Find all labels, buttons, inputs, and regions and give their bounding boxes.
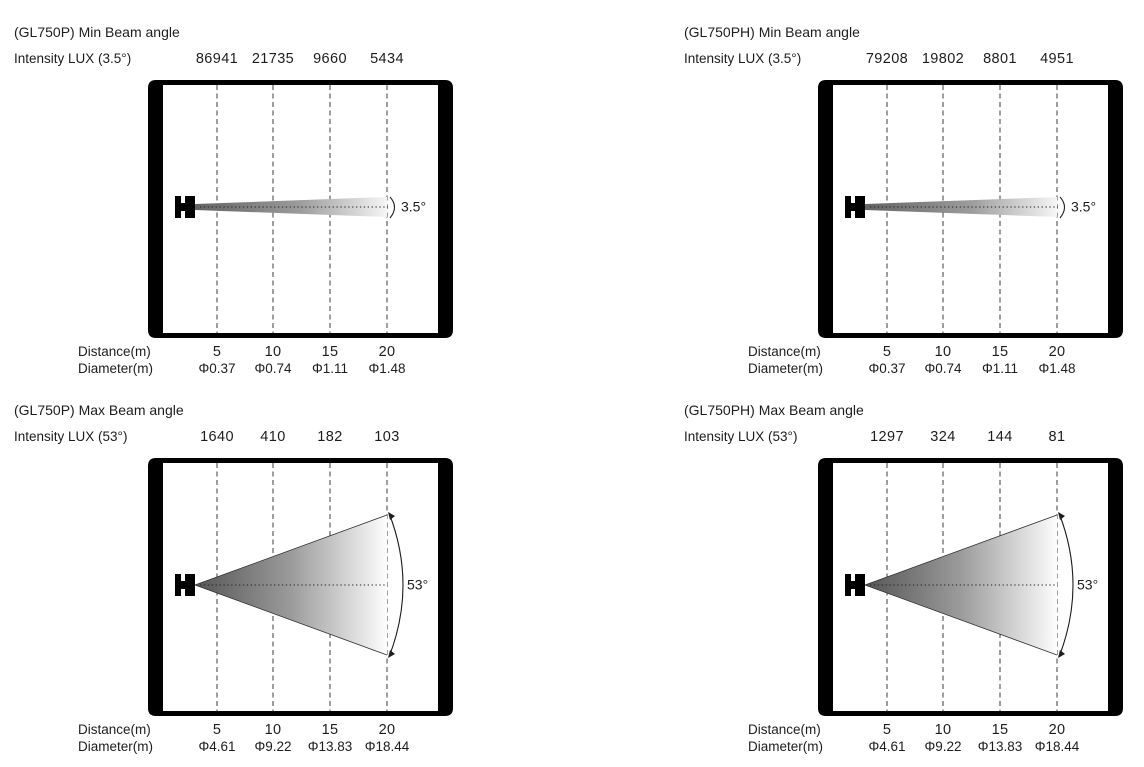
- distance-value: 20: [1049, 722, 1066, 738]
- distance-row-label: Distance(m): [78, 722, 151, 737]
- distance-value: 20: [1049, 344, 1066, 360]
- distance-value: 10: [265, 722, 282, 738]
- arc-arrow-bottom: [388, 650, 395, 658]
- diameter-value: Φ4.61: [868, 739, 905, 754]
- light-fixture-icon: [845, 574, 865, 596]
- intensity-value: 4951: [1040, 51, 1074, 67]
- distance-value: 15: [992, 722, 1009, 738]
- intensity-label: Intensity LUX (3.5°): [684, 51, 801, 66]
- light-beam-min: [195, 196, 396, 219]
- light-fixture-icon: [845, 196, 865, 218]
- diameter-value: Φ0.74: [924, 361, 962, 376]
- diameter-value: Φ9.22: [254, 739, 291, 754]
- distance-value: 5: [213, 344, 221, 360]
- beam-angle-label: 53°: [407, 577, 428, 593]
- beam-angle-arc: [388, 512, 404, 658]
- diameter-value: Φ0.37: [198, 361, 235, 376]
- panel-gl750ph-max: (GL750PH) Max Beam angle Intensity LUX (…: [680, 392, 1140, 767]
- intensity-value: 81: [1049, 429, 1066, 445]
- light-fixture-icon: [175, 574, 195, 596]
- beam-angle-label: 53°: [1077, 577, 1098, 593]
- intensity-value: 21735: [252, 51, 294, 67]
- distance-value: 15: [322, 344, 339, 360]
- distance-row-label: Distance(m): [748, 344, 821, 359]
- intensity-value: 144: [987, 429, 1012, 445]
- intensity-value: 1297: [870, 429, 904, 445]
- distance-row-label: Distance(m): [748, 722, 821, 737]
- intensity-value: 86941: [196, 51, 238, 67]
- diameter-value: Φ18.44: [365, 739, 410, 754]
- diameter-value: Φ13.83: [308, 739, 353, 754]
- arc-arrow-top: [1058, 512, 1065, 520]
- intensity-value: 410: [260, 429, 285, 445]
- intensity-value: 103: [374, 429, 399, 445]
- diameter-value: Φ1.11: [982, 361, 1018, 376]
- distance-value: 10: [935, 344, 952, 360]
- distance-value: 5: [883, 344, 891, 360]
- diameter-value: Φ9.22: [924, 739, 961, 754]
- light-fixture-icon: [175, 196, 195, 218]
- intensity-value: 8801: [983, 51, 1017, 67]
- intensity-value: 324: [930, 429, 955, 445]
- distance-value: 5: [213, 722, 221, 738]
- distance-value: 5: [883, 722, 891, 738]
- beam-angle-arc: [1058, 512, 1074, 658]
- distance-value: 20: [379, 344, 396, 360]
- beam-angle-label: 3.5°: [1071, 199, 1096, 215]
- intensity-label: Intensity LUX (53°): [14, 429, 127, 444]
- distance-value: 15: [322, 722, 339, 738]
- intensity-label: Intensity LUX (53°): [684, 429, 797, 444]
- intensity-value: 79208: [866, 51, 908, 67]
- beam-angle-arc: [389, 196, 396, 219]
- arc-arrow-bottom: [1058, 650, 1065, 658]
- intensity-label: Intensity LUX (3.5°): [14, 51, 131, 66]
- beam-cone-edges: [864, 514, 1058, 656]
- intensity-value: 182: [317, 429, 342, 445]
- beam-angle-arc: [1059, 196, 1066, 219]
- panel-title: (GL750PH) Min Beam angle: [684, 24, 860, 40]
- diameter-value: Φ1.48: [368, 361, 405, 376]
- intensity-value: 9660: [313, 51, 347, 67]
- intensity-value: 1640: [200, 429, 234, 445]
- distance-value: 20: [379, 722, 396, 738]
- beam-cone-edges: [194, 514, 388, 656]
- diameter-value: Φ0.74: [254, 361, 292, 376]
- panel-gl750p-max: (GL750P) Max Beam angle Intensity LUX (5…: [10, 392, 470, 767]
- diameter-row-label: Diameter(m): [78, 361, 153, 376]
- distance-value: 10: [935, 722, 952, 738]
- diameter-value: Φ4.61: [198, 739, 235, 754]
- distance-value: 15: [992, 344, 1009, 360]
- light-beam-max: [864, 512, 1074, 658]
- diameter-value: Φ13.83: [978, 739, 1023, 754]
- panel-title: (GL750PH) Max Beam angle: [684, 402, 864, 418]
- arc-arrow-top: [388, 512, 395, 520]
- distance-value: 10: [265, 344, 282, 360]
- panel-title: (GL750P) Max Beam angle: [14, 402, 184, 418]
- beam-angle-label: 3.5°: [401, 199, 426, 215]
- diameter-value: Φ1.48: [1038, 361, 1075, 376]
- diameter-value: Φ18.44: [1035, 739, 1080, 754]
- diameter-value: Φ1.11: [312, 361, 348, 376]
- light-beam-min: [865, 196, 1066, 219]
- intensity-value: 5434: [370, 51, 404, 67]
- panel-gl750p-min: (GL750P) Min Beam angle Intensity LUX (3…: [10, 14, 470, 389]
- intensity-value: 19802: [922, 51, 964, 67]
- light-beam-max: [194, 512, 404, 658]
- distance-row-label: Distance(m): [78, 344, 151, 359]
- panel-title: (GL750P) Min Beam angle: [14, 24, 180, 40]
- diameter-row-label: Diameter(m): [78, 739, 153, 754]
- diameter-value: Φ0.37: [868, 361, 905, 376]
- panel-gl750ph-min: (GL750PH) Min Beam angle Intensity LUX (…: [680, 14, 1140, 389]
- diameter-row-label: Diameter(m): [748, 361, 823, 376]
- diameter-row-label: Diameter(m): [748, 739, 823, 754]
